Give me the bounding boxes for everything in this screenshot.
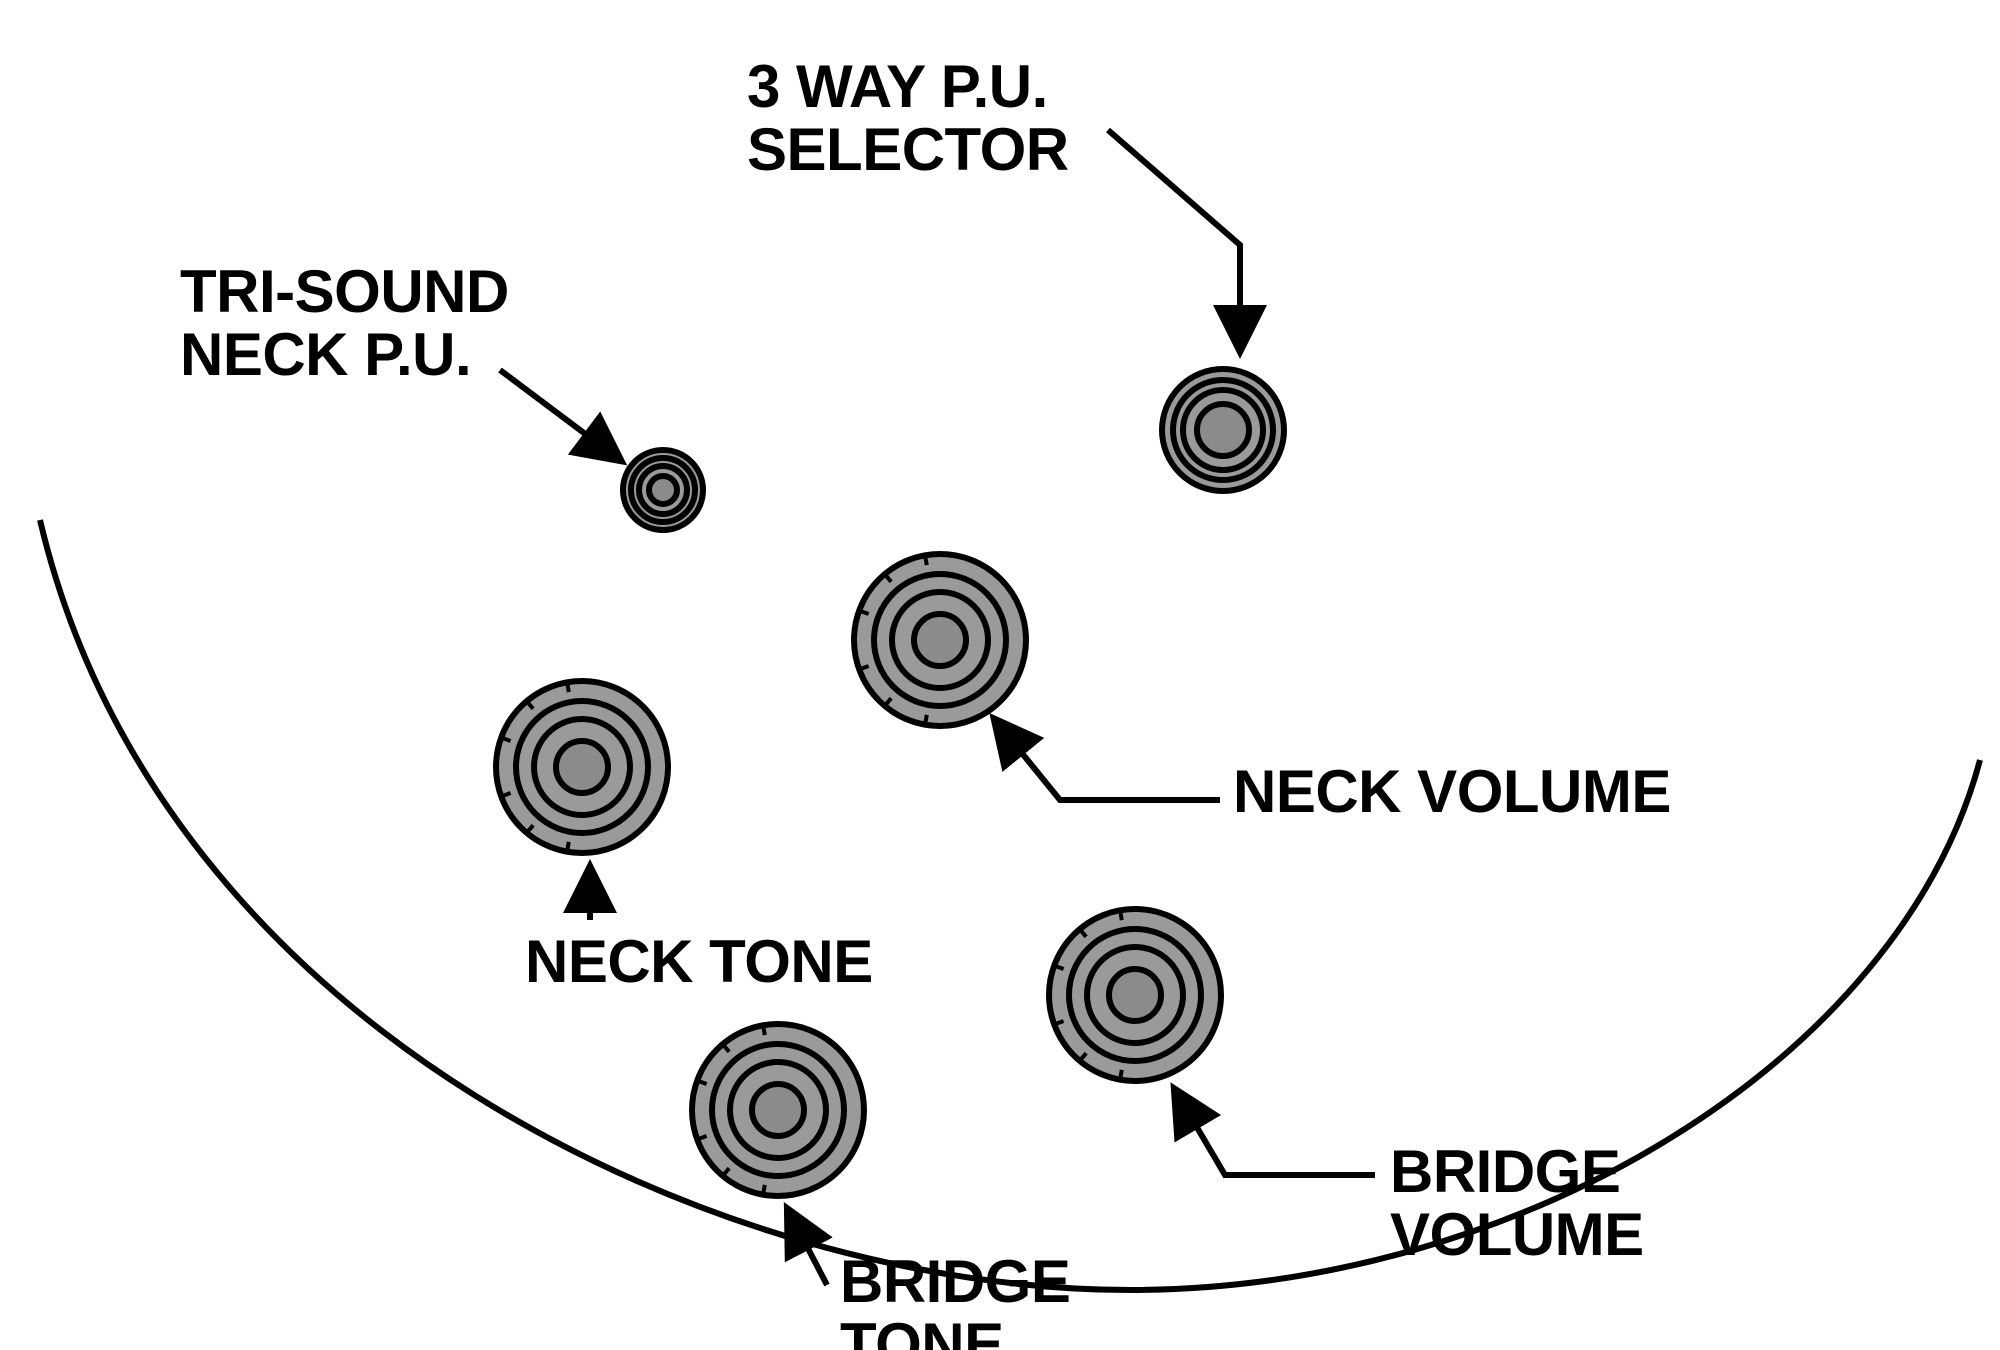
- leader-selector_3way: [1108, 130, 1240, 350]
- knob-neck_tone: [496, 681, 668, 853]
- leader-bridge_volume: [1175, 1090, 1375, 1175]
- diagram-svg: [0, 0, 2000, 1350]
- diagram-stage: 3 WAY P.U. SELECTOR TRI-SOUND NECK P.U. …: [0, 0, 2000, 1350]
- leader-neck_volume: [995, 720, 1220, 800]
- leader-tri_sound: [500, 370, 620, 460]
- label-bridge-tone: BRIDGE TONE: [840, 1250, 1070, 1350]
- knob-tri_sound: [623, 450, 703, 530]
- knob-neck_volume: [854, 554, 1026, 726]
- knob-bridge_volume: [1049, 909, 1221, 1081]
- label-bridge-volume: BRIDGE VOLUME: [1390, 1140, 1644, 1266]
- label-neck-volume: NECK VOLUME: [1233, 760, 1671, 823]
- label-neck-tone: NECK TONE: [525, 930, 873, 993]
- label-3way-selector: 3 WAY P.U. SELECTOR: [747, 55, 1069, 181]
- knobs-group: [496, 369, 1284, 1196]
- knob-selector_3way: [1162, 369, 1284, 491]
- label-tri-sound: TRI-SOUND NECK P.U.: [180, 260, 509, 386]
- knob-bridge_tone: [692, 1024, 864, 1196]
